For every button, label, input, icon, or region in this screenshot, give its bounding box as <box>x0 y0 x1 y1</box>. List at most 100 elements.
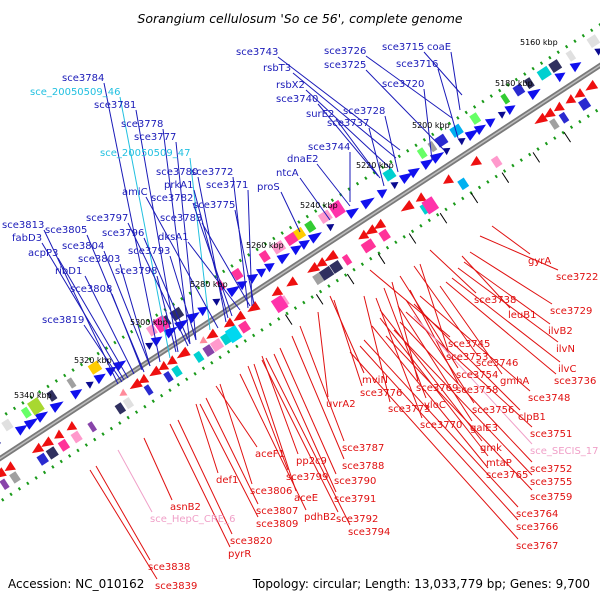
gene-label: sce3765 <box>486 470 528 481</box>
leader-line <box>405 311 533 428</box>
forward-gene <box>307 232 322 244</box>
gene-label: sce3813 <box>2 220 44 231</box>
gene-label: sce3744 <box>308 142 350 153</box>
leader-line <box>479 235 559 271</box>
kbp-tick-label: 5340 kbp <box>14 391 52 400</box>
gene-label: sce_20050509_46 <box>30 87 120 98</box>
forward-cog-block <box>317 209 333 225</box>
forward-gene <box>420 159 434 171</box>
reverse-gene <box>129 378 143 390</box>
forward-gene <box>0 442 1 445</box>
gene-label: sce3807 <box>256 506 298 517</box>
gene-label: gmhA <box>500 376 529 387</box>
leader-line <box>316 163 351 207</box>
reverse-gene <box>206 328 219 339</box>
leader-line <box>117 449 153 513</box>
gene-label: yloC <box>424 400 446 411</box>
leader-line <box>491 225 531 255</box>
leader-line <box>247 189 253 307</box>
forward-gene <box>290 245 303 256</box>
leader-line <box>169 423 231 548</box>
reverse-gene <box>31 442 45 454</box>
gene-label: pdhB2 <box>304 512 336 523</box>
gene-label: sce3799 <box>286 472 328 483</box>
gene-label: sce3725 <box>324 60 366 71</box>
gene-label: sce3771 <box>206 180 248 191</box>
forward-gene <box>49 401 64 413</box>
leader-line <box>365 69 445 151</box>
reverse-gene <box>443 174 455 184</box>
gene-label: sce3716 <box>396 59 438 70</box>
gene-label: sce3808 <box>70 284 112 295</box>
leader-line <box>359 345 519 521</box>
gene-label: sce3736 <box>554 376 596 387</box>
gene-label: gyrA <box>528 256 551 267</box>
leader-line <box>397 305 473 422</box>
reverse-cog-block <box>578 97 592 111</box>
forward-gene <box>112 360 127 372</box>
reverse-gene <box>373 218 387 230</box>
reverse-gene <box>176 346 191 359</box>
forward-cog-block <box>304 220 317 233</box>
reverse-cog-block <box>378 228 391 242</box>
leader-line <box>399 321 533 463</box>
leader-line <box>89 469 158 580</box>
forward-gene <box>345 207 359 219</box>
kbp-tick-label: 5200 kbp <box>412 121 450 130</box>
gene-label: sce3794 <box>348 527 390 538</box>
forward-gene <box>326 224 335 232</box>
gene-label: def1 <box>216 475 238 486</box>
reverse-cog-block <box>163 370 174 383</box>
gene-label: sce3798 <box>115 266 157 277</box>
gene-label: sce3790 <box>334 476 376 487</box>
label-leader-lines <box>41 51 561 580</box>
reverse-cog-block <box>312 272 325 286</box>
reverse-cog-block <box>0 478 10 490</box>
forward-gene <box>554 72 566 83</box>
leader-line <box>333 299 363 387</box>
reverse-gene <box>166 355 178 365</box>
gene-label: sce3804 <box>62 241 104 252</box>
leader-line <box>187 241 241 311</box>
leader-line <box>383 287 427 399</box>
leader-line <box>261 359 339 513</box>
forward-gene <box>390 181 399 190</box>
highlight-cog-block <box>27 397 45 416</box>
kbp-tick-label: 5240 kbp <box>300 201 338 210</box>
leader-line <box>317 311 329 398</box>
leader-line <box>292 72 397 159</box>
reverse-gene <box>400 200 415 212</box>
highlight-cog-block <box>270 294 289 314</box>
forward-gene <box>407 167 420 179</box>
reverse-cog-block <box>143 384 154 396</box>
reverse-cog-block <box>220 332 233 346</box>
forward-gene <box>360 197 375 210</box>
reverse-cog-block <box>87 421 98 433</box>
leader-line <box>305 89 391 169</box>
gene-label: gmk <box>480 443 502 454</box>
gene-label: sce3738 <box>474 295 516 306</box>
gene-label: ilvC <box>558 364 576 375</box>
reverse-gene <box>158 360 170 371</box>
leader-line <box>247 365 289 471</box>
gene-label: dksA1 <box>158 232 189 243</box>
forward-cog-block <box>20 406 32 419</box>
genome-backbone-highlight <box>0 64 600 460</box>
gene-label: sce3784 <box>62 73 104 84</box>
reverse-gene <box>4 461 16 472</box>
forward-gene <box>246 273 259 284</box>
reverse-gene <box>0 467 7 478</box>
leader-line <box>219 383 253 485</box>
leader-line <box>369 269 451 338</box>
forward-gene <box>527 88 541 100</box>
reverse-gene <box>119 388 128 396</box>
forward-gene <box>186 312 200 324</box>
leader-line <box>423 51 463 96</box>
gene-label: acpP3 <box>28 248 58 259</box>
gene-label: sce3780 <box>156 167 198 178</box>
forward-gene <box>145 342 154 350</box>
gene-label: ilvN <box>556 344 575 355</box>
gene-label: sce3839 <box>155 581 197 592</box>
feature-tracks <box>0 23 600 504</box>
reverse-gene <box>574 88 586 98</box>
